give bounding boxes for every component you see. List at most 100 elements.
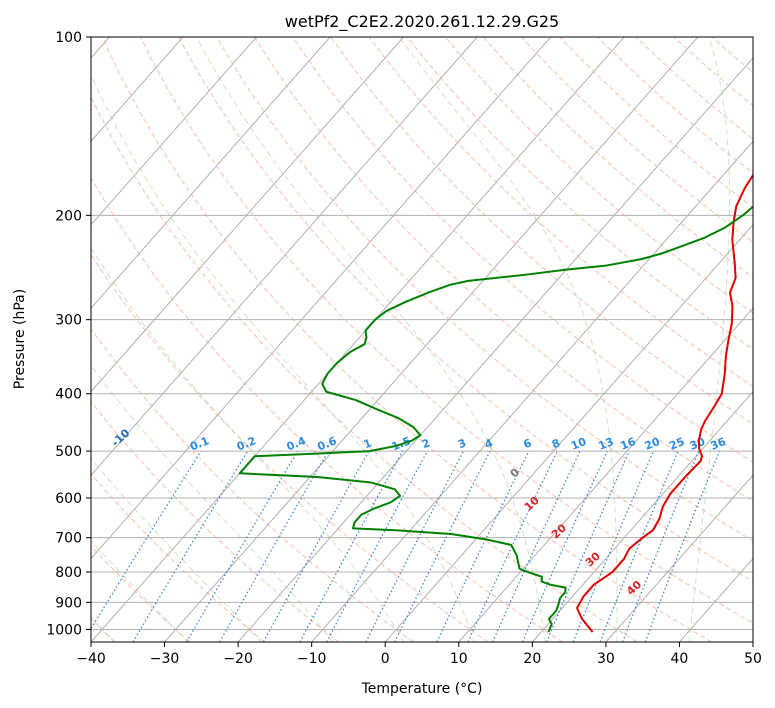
temperature-profile-line (576, 173, 753, 633)
moist-adiabat-label: 20 (549, 521, 569, 541)
isotherm-line (384, 224, 753, 642)
x-tick-label: −40 (76, 651, 106, 667)
isotherm-line (164, 37, 699, 642)
y-tick-label: 700 (55, 531, 82, 547)
dry-adiabat (91, 327, 414, 642)
mixing-ratio-label: 36 (709, 435, 728, 453)
dry-adiabat (216, 37, 753, 542)
y-tick-label: 800 (55, 565, 82, 581)
mixing-ratio-line (219, 450, 329, 642)
isotherm-line (237, 57, 753, 642)
moist-adiabat-label: 30 (583, 549, 603, 569)
y-tick-label: 600 (55, 491, 82, 507)
mixing-ratio-label: 3 (456, 436, 468, 451)
mixing-ratio-line (299, 450, 404, 642)
isotherm-line (91, 37, 478, 476)
isotherm-line (311, 140, 753, 642)
dry-adiabat (292, 37, 753, 463)
mixing-ratio-label: 2 (420, 436, 432, 451)
mixing-ratio-line (262, 450, 370, 642)
mixing-ratio-line (546, 450, 630, 642)
isotherm-line (91, 37, 625, 642)
y-tick-label: 100 (55, 30, 82, 46)
dry-adiabat (673, 37, 753, 107)
mixing-ratio-line (599, 450, 679, 642)
isotherm-line (605, 474, 753, 642)
mixing-ratio-line (394, 450, 491, 642)
x-tick-label: −30 (150, 651, 180, 667)
y-tick-label: 400 (55, 387, 82, 403)
mixing-ratio-label: 4 (483, 436, 495, 451)
y-tick-label: 500 (55, 444, 82, 460)
dry-adiabat (140, 37, 753, 624)
y-tick-label: 1000 (46, 622, 82, 638)
dry-adiabat (91, 176, 563, 642)
moist-adiabat (91, 539, 189, 642)
moist-adiabat (91, 457, 262, 642)
dry-adiabat-label: -10 (109, 426, 133, 449)
x-tick-label: 20 (523, 651, 541, 667)
x-tick-label: 50 (744, 651, 762, 667)
dry-adiabat-label: -20 (23, 392, 47, 415)
moist-adiabat (688, 37, 731, 642)
mixing-ratio-label: 6 (522, 436, 534, 451)
moist-adiabat (196, 37, 546, 642)
x-tick-label: 30 (597, 651, 615, 667)
y-axis-title: Pressure (hPa) (12, 289, 28, 389)
isotherm-line (752, 641, 753, 642)
y-tick-label: 200 (55, 208, 82, 224)
dry-adiabat (178, 37, 753, 583)
dry-adiabat (91, 545, 190, 642)
dry-adiabat (406, 37, 753, 351)
mixing-ratio-line (644, 450, 721, 642)
dry-adiabat (101, 37, 713, 642)
plot-frame (90, 36, 754, 643)
moist-adiabat (91, 364, 334, 642)
dry-adiabat (91, 473, 265, 642)
plot-area: 0.10.20.40.611.52346810131620253036-100-… (23, 37, 775, 643)
isotherm-line (91, 37, 552, 560)
dry-adiabat (91, 253, 489, 642)
mixing-ratio-line (326, 450, 428, 642)
moist-adiabat-label: 10 (522, 494, 542, 514)
dry-adiabat (91, 95, 638, 642)
mixing-ratio-label: 30 (688, 435, 707, 453)
dry-adiabat (483, 37, 753, 278)
moist-adiabat-label: 40 (624, 578, 644, 598)
isotherm-line (91, 37, 184, 143)
mixing-ratio-line (91, 450, 202, 630)
mixing-ratio-line (521, 450, 608, 642)
mixing-ratio-line (492, 450, 581, 642)
y-tick-label: 900 (55, 595, 82, 611)
mixing-ratio-line (621, 450, 700, 642)
moist-adiabat (91, 247, 405, 642)
mixing-ratio-label: 20 (643, 435, 662, 453)
chart-title: wetPf2_C2E2.2020.261.12.29.G25 (285, 12, 559, 32)
mixing-ratio-label: 8 (550, 436, 562, 451)
moist-adiabat (398, 37, 618, 642)
x-axis-title: Temperature (°C) (361, 681, 483, 697)
x-tick-label: 10 (450, 651, 468, 667)
isotherm-line (91, 37, 404, 393)
dewpoint-profile-line (238, 205, 753, 633)
x-tick-label: 40 (671, 651, 689, 667)
dry-adiabat (91, 400, 340, 642)
mixing-ratio-line (186, 450, 299, 642)
dry-adiabat (521, 37, 753, 243)
x-tick-label: 0 (381, 651, 390, 667)
dry-adiabat (711, 37, 753, 73)
x-tick-label: −20 (223, 651, 253, 667)
isotherm-line (679, 557, 753, 642)
mixing-ratio-label: 25 (667, 435, 686, 453)
mixing-ratio-label: 10 (569, 435, 588, 453)
isotherm-line (531, 390, 753, 642)
dry-adiabat (635, 37, 753, 140)
mixing-ratio-label: 1 (362, 436, 374, 451)
mixing-ratio-label: 13 (596, 435, 615, 453)
mixing-ratio-label: 16 (619, 435, 638, 453)
mixing-ratio-line (132, 450, 249, 642)
isotherm-line (458, 307, 753, 642)
isotherm-line (91, 37, 331, 309)
moist-adiabat (762, 37, 775, 643)
